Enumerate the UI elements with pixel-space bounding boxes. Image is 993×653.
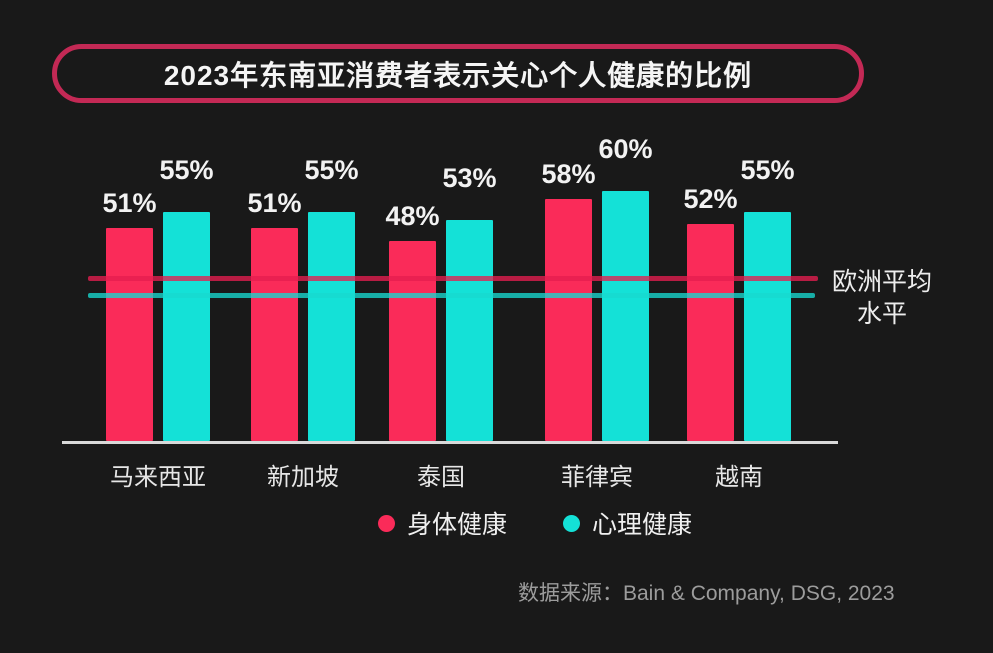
bar-mental-health-singapore: [308, 212, 355, 441]
physical-health-legend-dot-icon: [378, 514, 395, 532]
bar-physical-health-philippines: [545, 199, 592, 441]
legend: 身体健康 心理健康: [378, 505, 692, 541]
reference-line-label: 欧洲平均 水平: [820, 266, 944, 330]
legend-label-physical-health: 身体健康: [407, 511, 508, 539]
legend-item-physical-health: 身体健康: [378, 505, 507, 541]
value-label-mental-health-singapore: 55%: [304, 155, 359, 185]
legend-item-mental-health: 心理健康: [563, 505, 692, 541]
bar-physical-health-vietnam: [687, 224, 734, 441]
bar-mental-health-thailand: [446, 220, 493, 441]
bar-physical-health-malaysia: [106, 228, 153, 441]
source-text: 数据来源：Bain & Company, DSG, 2023: [518, 582, 895, 605]
value-label-mental-health-thailand: 53%: [442, 163, 497, 193]
x-axis-line: [62, 441, 838, 444]
bar-mental-health-vietnam: [744, 212, 791, 441]
value-label-mental-health-vietnam: 55%: [740, 155, 795, 185]
reference-line-physical-health-european-average: [88, 276, 818, 281]
category-label-philippines: 菲律宾: [561, 464, 633, 491]
mental-health-legend-dot-icon: [563, 514, 581, 532]
category-label-singapore: 新加坡: [267, 464, 339, 491]
reference-line-mental-health-european-average: [88, 293, 815, 298]
value-label-mental-health-malaysia: 55%: [159, 155, 214, 185]
legend-label-mental-health: 心理健康: [592, 511, 693, 539]
chart-title: 2023年东南亚消费者表示关心个人健康的比例: [163, 59, 753, 91]
reference-line-label-line2: 水平: [856, 300, 907, 328]
bar-physical-health-singapore: [251, 228, 298, 441]
bar-physical-health-thailand: [389, 241, 436, 441]
category-label-thailand: 泰国: [417, 464, 465, 491]
bar-mental-health-malaysia: [163, 212, 210, 441]
value-label-physical-health-singapore: 51%: [247, 188, 302, 218]
value-label-physical-health-philippines: 58%: [541, 159, 596, 189]
value-label-physical-health-malaysia: 51%: [102, 188, 157, 218]
reference-line-label-line1: 欧洲平均: [831, 268, 932, 296]
value-label-mental-health-philippines: 60%: [598, 134, 653, 164]
value-label-physical-health-vietnam: 52%: [683, 184, 738, 214]
value-label-physical-health-thailand: 48%: [385, 201, 440, 231]
bar-mental-health-philippines: [602, 191, 649, 441]
category-label-malaysia: 马来西亚: [110, 464, 206, 491]
category-label-vietnam: 越南: [715, 464, 763, 491]
chart-title-box: 2023年东南亚消费者表示关心个人健康的比例: [52, 44, 864, 103]
